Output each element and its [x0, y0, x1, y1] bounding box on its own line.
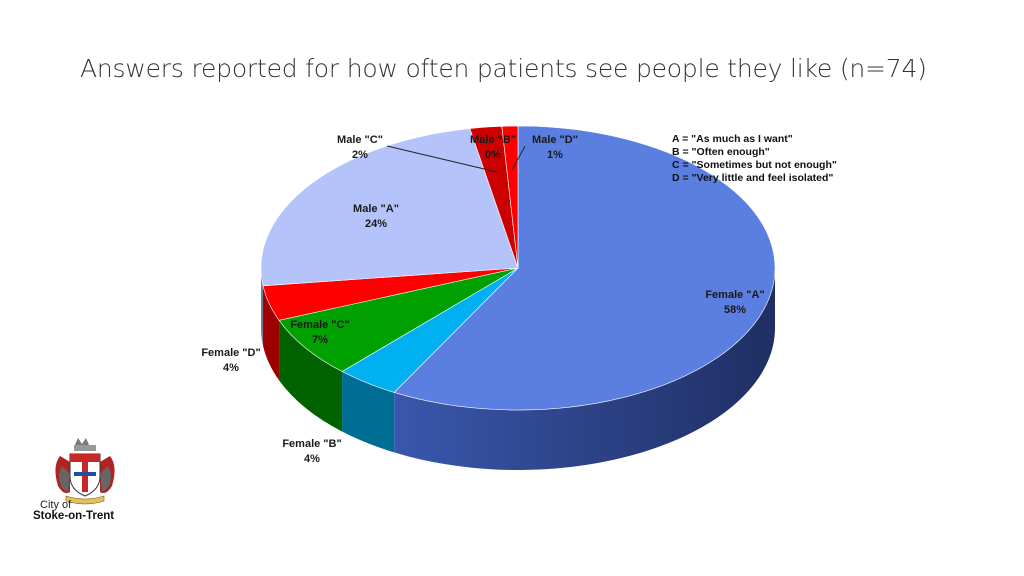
slice-label-pct-2: 7% [312, 334, 328, 346]
slice-label-name-7: Male "D" [532, 134, 578, 146]
pie-side-1 [342, 371, 395, 453]
slice-label-name-2: Female "C" [290, 319, 349, 331]
pie-side-0 [394, 268, 775, 470]
slice-label-pct-1: 4% [304, 453, 320, 465]
coat-of-arms-logo [55, 438, 115, 505]
logo-city-text: City of [40, 499, 72, 511]
leader-line-male-c [386, 145, 498, 173]
slice-label-name-6: Male "C" [337, 134, 383, 146]
slice-label-name-5: Male "B" [470, 134, 516, 146]
pie-slice-7 [501, 125, 519, 269]
leader-line-male-d [511, 145, 526, 171]
slice-label-name-3: Female "D" [201, 347, 260, 359]
slice-label-pct-7: 1% [547, 149, 563, 161]
pie-slice-0 [393, 125, 776, 411]
legend-item-b: B = "Often enough" [672, 146, 770, 158]
slice-label-pct-0: 58% [724, 304, 746, 316]
pie-side-4 [261, 268, 264, 346]
slice-label-name-0: Female "A" [705, 289, 764, 301]
slice-label-name-1: Female "B" [282, 438, 341, 450]
slice-label-name-4: Male "A" [353, 203, 399, 215]
slice-label-pct-6: 2% [352, 149, 368, 161]
legend-item-a: A = "As much as I want" [672, 133, 793, 145]
logo-name-text: Stoke-on-Trent [33, 510, 115, 522]
pie-side-3 [263, 285, 280, 381]
slide-title: Answers reported for how often patients … [80, 54, 927, 83]
pie-side-2 [279, 320, 343, 432]
slice-label-pct-5: 0% [485, 149, 501, 161]
pie-slice-2 [278, 267, 519, 372]
slice-label-pct-4: 24% [365, 218, 387, 230]
legend: A = "As much as I want" B = "Often enoug… [672, 133, 837, 185]
legend-item-d: D = "Very little and feel isolated" [672, 172, 834, 184]
pie-slice-4 [260, 128, 519, 287]
slice-label-pct-3: 4% [223, 362, 239, 374]
legend-item-c: C = "Sometimes but not enough" [672, 159, 837, 171]
